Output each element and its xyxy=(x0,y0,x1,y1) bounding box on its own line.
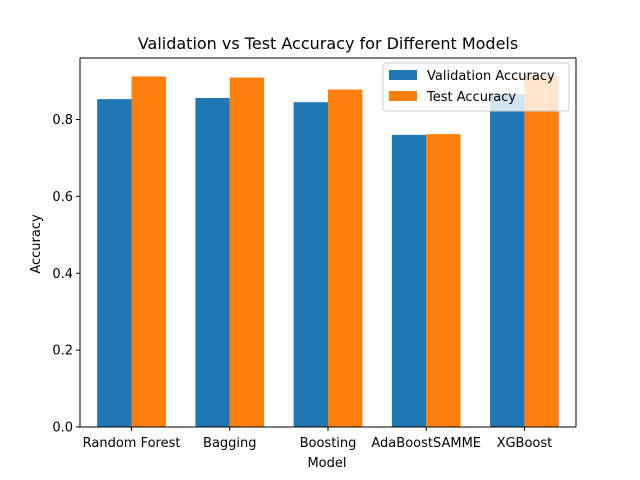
bar-validation-accuracy-adaboostsamme xyxy=(391,134,427,427)
y-tick-label: 0.2 xyxy=(52,344,73,359)
x-tick-label: Random Forest xyxy=(83,436,181,451)
y-tick-label: 0.0 xyxy=(52,421,73,436)
x-tick-label: XGBoost xyxy=(497,436,553,451)
chart-title: Validation vs Test Accuracy for Differen… xyxy=(138,34,518,53)
bar-validation-accuracy-boosting xyxy=(293,102,328,427)
bar-test-accuracy-boosting xyxy=(328,89,363,428)
bar-validation-accuracy-random-forest xyxy=(97,99,132,428)
y-axis-label: Accuracy xyxy=(29,214,44,274)
x-tick-label: Bagging xyxy=(203,436,257,451)
legend-swatch-test-accuracy xyxy=(389,91,417,101)
bar-test-accuracy-xgboost xyxy=(524,75,559,428)
y-tick-label: 0.6 xyxy=(52,190,73,205)
x-tick-label: Boosting xyxy=(300,436,357,451)
legend-label-validation-accuracy: Validation Accuracy xyxy=(427,69,555,84)
bar-validation-accuracy-xgboost xyxy=(490,94,525,427)
legend: Validation Accuracy Test Accuracy xyxy=(382,62,570,112)
legend-swatch-validation-accuracy xyxy=(389,70,417,80)
bar-test-accuracy-adaboostsamme xyxy=(426,134,461,427)
y-tick-label: 0.4 xyxy=(52,267,73,282)
bar-test-accuracy-random-forest xyxy=(131,76,166,427)
y-tick-label: 0.8 xyxy=(52,113,73,128)
bar-validation-accuracy-bagging xyxy=(195,97,230,427)
legend-label-test-accuracy: Test Accuracy xyxy=(426,90,516,105)
bar-test-accuracy-bagging xyxy=(229,77,265,428)
ticks-layer: 0.0 0.2 0.4 0.6 0.8 Random Forest Bagging Boost… xyxy=(52,113,552,451)
bars-layer xyxy=(97,75,559,428)
legend-box xyxy=(382,62,570,112)
x-tick-label: AdaBoostSAMME xyxy=(371,436,481,451)
x-axis-label: Model xyxy=(307,456,346,471)
